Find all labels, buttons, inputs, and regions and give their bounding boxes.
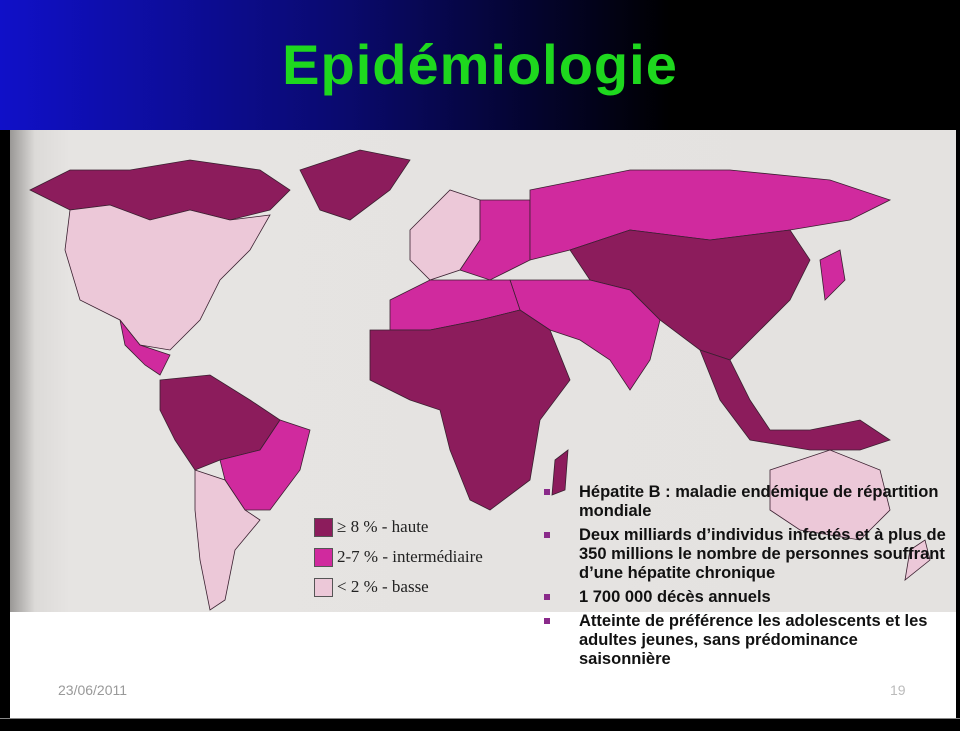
region-sub-saharan-africa: [369, 309, 571, 511]
slide-number: 19: [890, 682, 906, 698]
bullet-item: Hépatite B : maladie endémique de répart…: [540, 483, 950, 521]
bullet-item: Deux milliards d’individus infectés et à…: [540, 526, 950, 583]
map-legend: ≥ 8 % - haute 2-7 % - intermédiaire < 2 …: [314, 512, 483, 602]
bullet-marker-icon: [544, 594, 550, 600]
legend-swatch-intermediate: [314, 547, 333, 567]
region-central-america: [119, 319, 171, 376]
region-greenland: [299, 149, 411, 221]
region-arctic-north-america: [29, 159, 291, 221]
region-new-zealand: [904, 539, 931, 581]
region-southeast-asia: [699, 349, 891, 451]
slide-header: Epidémiologie: [0, 0, 960, 130]
bullet-text: Hépatite B : maladie endémique de répart…: [579, 483, 939, 520]
region-madagascar: [551, 449, 569, 496]
bullet-list: Hépatite B : maladie endémique de répart…: [540, 483, 950, 674]
region-north-america: [64, 204, 271, 351]
region-japan: [819, 249, 846, 301]
legend-item-intermediate: 2-7 % - intermédiaire: [314, 542, 483, 572]
legend-item-high: ≥ 8 % - haute: [314, 512, 483, 542]
legend-item-low: < 2 % - basse: [314, 572, 483, 602]
slide-date: 23/06/2011: [58, 682, 128, 698]
world-map-svg: [29, 149, 931, 611]
bullet-marker-icon: [544, 618, 550, 624]
bullet-text: Deux milliards d’individus infectés et à…: [579, 526, 946, 582]
legend-swatch-high: [314, 517, 333, 537]
legend-label: 2-7 % - intermédiaire: [337, 547, 483, 566]
region-southern-cone: [194, 469, 261, 611]
bullet-marker-icon: [544, 489, 550, 495]
world-map-hepatitis-b-prevalence: ≥ 8 % - haute 2-7 % - intermédiaire < 2 …: [10, 130, 956, 612]
slide-body: ≥ 8 % - haute 2-7 % - intermédiaire < 2 …: [10, 130, 956, 718]
bullet-text: 1 700 000 décès annuels: [579, 588, 771, 606]
legend-swatch-low: [314, 577, 333, 597]
bullet-item: Atteinte de préférence les adolescents e…: [540, 612, 950, 669]
bullet-item: 1 700 000 décès annuels: [540, 588, 950, 607]
bottom-bar: [0, 718, 960, 731]
region-australia: [769, 449, 891, 541]
legend-label: < 2 % - basse: [337, 577, 429, 596]
bullet-text: Atteinte de préférence les adolescents e…: [579, 612, 928, 668]
slide-title: Epidémiologie: [282, 33, 678, 96]
legend-label: ≥ 8 % - haute: [337, 517, 429, 536]
bullet-marker-icon: [544, 532, 550, 538]
region-russia: [529, 169, 892, 261]
